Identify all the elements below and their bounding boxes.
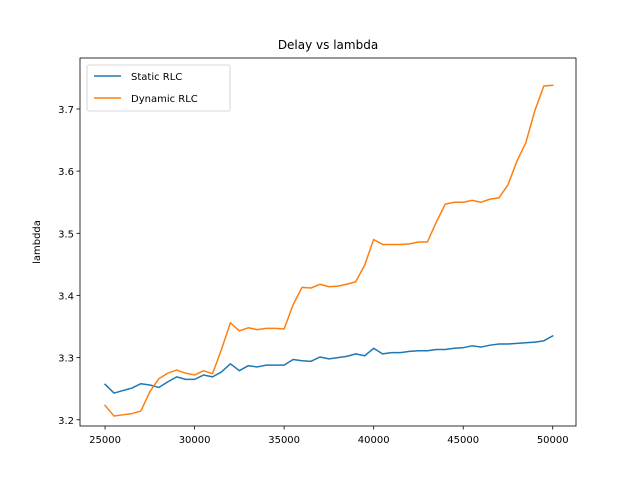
plot-frame: [79, 57, 577, 427]
x-tick-label: 30000: [179, 435, 211, 446]
y-tick-label: 3.2: [58, 416, 74, 427]
y-tick-label: 3.6: [58, 167, 74, 178]
chart-title: Delay vs lambda: [278, 38, 378, 52]
x-tick-label: 35000: [268, 435, 300, 446]
series-layer: [104, 84, 554, 417]
y-tick-label: 3.4: [58, 291, 74, 302]
legend-box: [86, 64, 231, 112]
x-tick-label: 45000: [447, 435, 479, 446]
x-axis: 25000 30000 35000 40000 45000 50000: [89, 426, 569, 446]
x-tick-label: 25000: [89, 435, 121, 446]
x-tick-label: 40000: [358, 435, 390, 446]
series-line-static-rlc: [104, 334, 554, 394]
x-tick-label: 50000: [537, 435, 569, 446]
legend: Static RLC Dynamic RLC: [86, 64, 231, 112]
plot-area: [80, 58, 576, 426]
legend-label: Dynamic RLC: [131, 94, 198, 105]
y-tick-label: 3.7: [58, 105, 74, 116]
y-tick-label: 3.5: [58, 229, 74, 240]
y-axis: 3.2 3.3 3.4 3.5 3.6 3.7: [58, 105, 80, 427]
legend-label: Static RLC: [131, 72, 182, 83]
y-tick-label: 3.3: [58, 354, 74, 365]
y-axis-label: lambdda: [32, 220, 43, 264]
series-line-dynamic-rlc: [104, 84, 554, 417]
